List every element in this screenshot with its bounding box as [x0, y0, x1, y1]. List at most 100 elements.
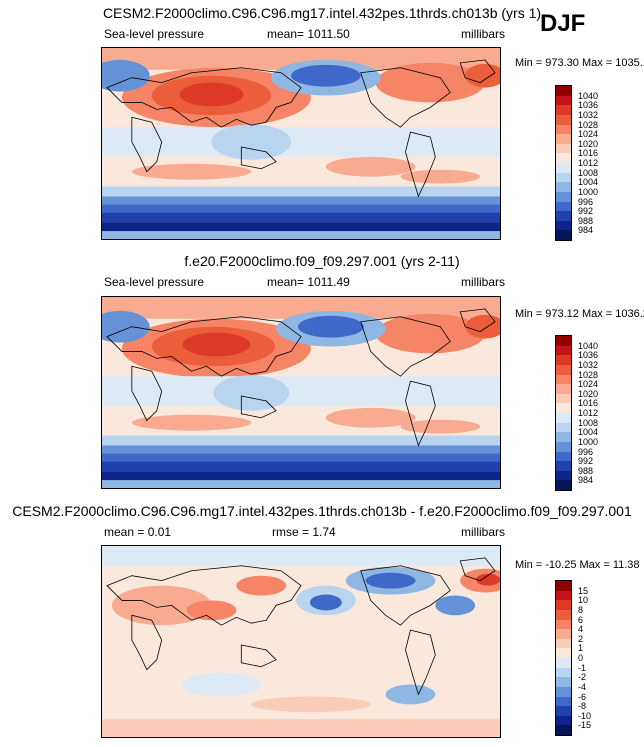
colorbar-2-tick-label: 1032	[578, 359, 599, 370]
colorbar-1-tick-label: 988	[578, 215, 594, 226]
panel-3-rmse-label: rmse = 1.74	[272, 525, 336, 539]
colorbar-3-tick-label: 2	[578, 633, 584, 644]
colorbar-2-tick-label: 1000	[578, 436, 599, 447]
colorbar-1-cell	[556, 124, 571, 135]
panel-3-minmax: Min = -10.25 Max = 11.38	[515, 559, 640, 571]
panel-3-title: CESM2.F2000climo.C96.C96.mg17.intel.432p…	[12, 503, 632, 519]
colorbar-1-cell	[556, 163, 571, 173]
panel-1-variable-label: Sea-level pressure	[104, 27, 205, 41]
colorbar-1-cell	[556, 172, 571, 183]
colorbar-2-tick-label: 988	[578, 465, 594, 476]
panel-2-map-svg	[102, 297, 500, 488]
panel-1-map-svg	[102, 48, 500, 239]
colorbar-1-tick-label: 996	[578, 196, 594, 207]
colorbar-3-tick-label: -1	[578, 662, 587, 673]
colorbar-1-tick-label: 1004	[578, 177, 599, 188]
colorbar-2-cell	[556, 413, 571, 423]
colorbar-1-cell	[556, 182, 571, 192]
panel-2-mean-label: mean= 1011.49	[267, 275, 350, 289]
colorbar-3-tick-label: 6	[578, 614, 584, 625]
colorbar-1-tick-label: 1040	[578, 90, 599, 101]
colorbar-3-tick-label: 15	[578, 585, 589, 596]
colorbar-3	[555, 580, 572, 736]
colorbar-1-cell	[556, 114, 571, 125]
season-label: DJF	[540, 10, 586, 37]
panel-2-variable-label: Sea-level pressure	[104, 275, 205, 289]
panel-3-map-svg	[102, 546, 500, 737]
colorbar-1	[555, 85, 572, 241]
panel-2-map	[101, 296, 501, 489]
colorbar-1-cell	[556, 143, 571, 154]
panel-3-map	[101, 545, 501, 738]
colorbar-3-tick-label: -10	[578, 710, 592, 721]
colorbar-2-tick-label: 1008	[578, 417, 599, 428]
colorbar-3-tick-label: -15	[578, 720, 592, 731]
colorbar-3-tick-label: -2	[578, 672, 587, 683]
colorbar-1-tick-label: 1016	[578, 148, 599, 159]
colorbar-2-cell	[556, 374, 571, 385]
colorbar-3-cell	[556, 658, 571, 668]
colorbar-3-cell	[556, 638, 571, 649]
colorbar-2-cell	[556, 480, 571, 490]
colorbar-1-cell	[556, 211, 571, 221]
panel-2-minmax: Min = 973.12 Max = 1036.21	[515, 308, 644, 320]
colorbar-3-cell	[556, 629, 571, 639]
panel-1-minmax: Min = 973.30 Max = 1035.16	[515, 57, 644, 69]
colorbar-1-tick-label: 1000	[578, 186, 599, 197]
colorbar-3-tick-label: 0	[578, 653, 584, 663]
colorbar-2-tick-label: 1004	[578, 427, 599, 438]
colorbar-1-tick-label: 1008	[578, 167, 599, 178]
colorbar-2-cell	[556, 441, 571, 452]
colorbar-2-cell	[556, 470, 571, 481]
colorbar-2-tick-label: 1016	[578, 398, 599, 409]
colorbar-2	[555, 335, 572, 491]
colorbar-2-cell	[556, 336, 571, 346]
colorbar-2-cell	[556, 451, 571, 462]
colorbar-1-cell	[556, 95, 571, 106]
panel-1-title: CESM2.F2000climo.C96.C96.mg17.intel.432p…	[102, 5, 542, 21]
colorbar-3-cell	[556, 590, 571, 601]
colorbar-1-tick-label: 1028	[578, 119, 599, 130]
colorbar-1-tick-label: 1012	[578, 158, 599, 168]
colorbar-3-cell	[556, 581, 571, 591]
colorbar-3-tick-label: 10	[578, 595, 589, 606]
colorbar-1-cell	[556, 134, 571, 144]
colorbar-3-cell	[556, 686, 571, 697]
panel-1-map	[101, 47, 501, 240]
panel-1-mean-label: mean= 1011.50	[267, 27, 350, 41]
colorbar-2-cell	[556, 403, 571, 413]
colorbar-3-tick-label: -6	[578, 691, 587, 702]
panel-1-units-label: millibars	[461, 27, 506, 41]
colorbar-1-tick-label: 1032	[578, 109, 599, 120]
colorbar-3-cell	[556, 609, 571, 620]
colorbar-1-cell	[556, 220, 571, 231]
colorbar-2-tick-label: 1024	[578, 379, 599, 390]
colorbar-2-cell	[556, 461, 571, 471]
colorbar-3-tick-label: -4	[578, 681, 587, 692]
colorbar-3-cell	[556, 667, 571, 678]
colorbar-3-cell	[556, 715, 571, 726]
colorbar-1-tick-label: 1024	[578, 129, 599, 140]
colorbar-2-cell	[556, 364, 571, 375]
colorbar-1-cell	[556, 191, 571, 202]
colorbar-1-tick-label: 1036	[578, 100, 599, 111]
colorbar-1-cell	[556, 153, 571, 163]
colorbar-3-tick-label: 8	[578, 604, 584, 615]
colorbar-2-tick-label: 996	[578, 446, 594, 457]
colorbar-2-cell	[556, 432, 571, 442]
colorbar-2-tick-label: 984	[578, 475, 594, 486]
colorbar-2-tick-label: 1028	[578, 369, 599, 380]
colorbar-3-cell	[556, 677, 571, 687]
colorbar-1-cell	[556, 201, 571, 212]
panel-3-units-label: millibars	[461, 525, 506, 539]
colorbar-2-cell	[556, 355, 571, 365]
colorbar-2-cell	[556, 393, 571, 404]
colorbar-3-cell	[556, 648, 571, 658]
colorbar-1-cell	[556, 86, 571, 96]
colorbar-1-cell	[556, 105, 571, 115]
colorbar-2-tick-label: 1020	[578, 388, 599, 399]
colorbar-2-tick-label: 1012	[578, 408, 599, 418]
colorbar-3-tick-label: -8	[578, 701, 587, 712]
colorbar-2-tick-label: 1040	[578, 340, 599, 351]
colorbar-1-tick-label: 992	[578, 206, 594, 217]
